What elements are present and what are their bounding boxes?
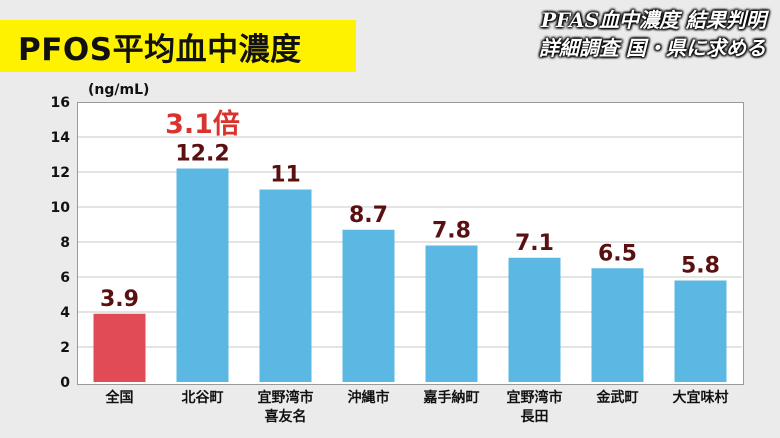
x-tick-label: 大宜味村 [673,389,729,406]
bar [508,257,561,382]
bar [259,189,312,382]
y-axis-unit: (ng/mL) [88,82,150,98]
chart-title: PFOS平均血中濃度 [18,32,302,68]
y-tick-label: 12 [51,165,70,181]
bar-value-label: 12.2 [175,142,229,167]
y-tick-label: 8 [60,235,70,251]
y-tick-label: 0 [60,375,70,391]
y-tick-label: 6 [60,270,70,286]
headline-line-1: PFAS血中濃度 結果判明 [541,8,766,32]
bar [176,168,229,382]
bar-value-label: 5.8 [681,254,720,279]
bar-value-label: 7.1 [515,231,554,256]
y-tick-label: 2 [60,340,70,356]
headline-line-2: 詳細調査 国・県に求める [539,36,766,60]
x-tick-label: 全国 [105,389,134,406]
y-tick-label: 4 [60,305,70,321]
news-headline: PFAS血中濃度 結果判明 詳細調査 国・県に求める [539,6,766,62]
title-banner [0,20,356,72]
ratio-annotation: 3.1倍 [165,108,240,140]
bar [425,245,478,382]
x-tick-label: 喜友名 [265,408,307,425]
bar-value-label: 11 [270,163,301,188]
y-tick-label: 16 [51,95,70,111]
y-tick-label: 10 [51,200,71,216]
x-tick-label: 嘉手納町 [423,389,480,406]
bar [342,229,395,382]
bar [591,268,644,382]
x-tick-label: 長田 [521,409,549,425]
x-tick-label: 沖縄市 [348,389,390,406]
x-tick-label: 北谷町 [182,390,224,406]
x-tick-label: 宜野湾市 [258,389,314,406]
y-tick-label: 14 [51,130,71,146]
bar-value-label: 3.9 [100,287,139,312]
x-tick-label: 金武町 [596,389,639,406]
bar-value-label: 7.8 [432,219,471,244]
bar [674,280,727,382]
bar-value-label: 6.5 [598,241,637,266]
bar [93,313,146,382]
bar-value-label: 8.7 [349,203,388,228]
x-tick-label: 宜野湾市 [507,389,563,406]
